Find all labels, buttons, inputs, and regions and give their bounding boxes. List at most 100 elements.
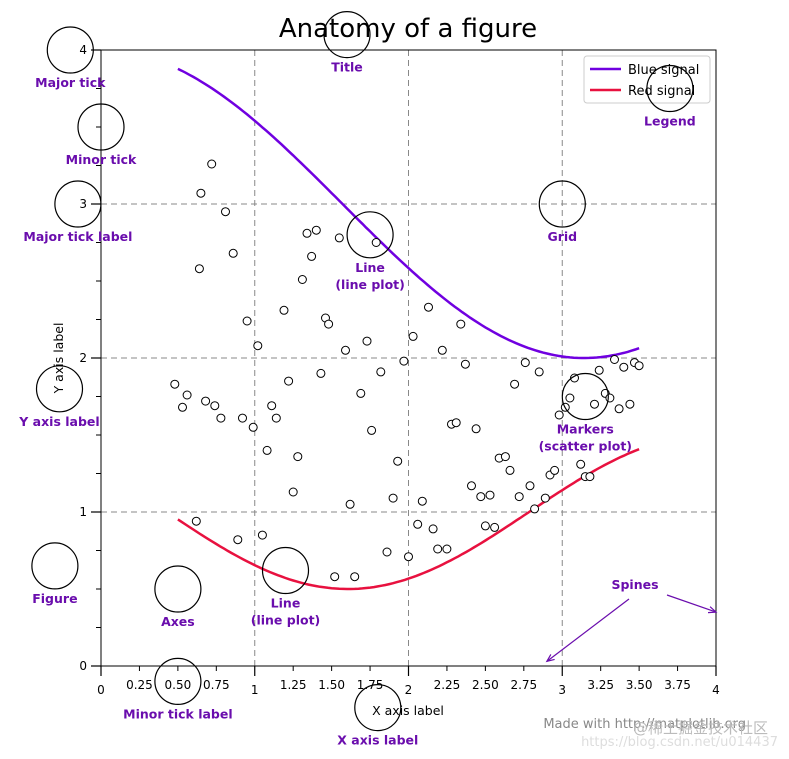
annotation-circle-line-line-plot — [346, 211, 394, 259]
annotation-label-minor-tick: Minor tick — [66, 152, 137, 167]
annotation-circle-minor-tick — [77, 103, 125, 151]
scatter-point — [228, 248, 238, 258]
annotation-circle-y-axis-label — [35, 365, 84, 413]
y-axis-label: Y axis label — [51, 323, 66, 395]
x-minor-tick-label: 3.50 — [626, 678, 653, 692]
scatter-point — [399, 356, 409, 366]
scatter-point — [619, 362, 629, 372]
x-major-tick-label: 1 — [251, 683, 259, 697]
scatter-point — [417, 496, 427, 506]
x-minor-tick-label: 1.75 — [357, 678, 384, 692]
scatter-point — [576, 459, 586, 469]
scatter-point — [393, 456, 403, 466]
spines-arrowhead — [545, 654, 555, 663]
ticks: 0 1 2 3 4 0.25 0.50 0.75 1.25 1.50 1.75 2.25 2.50 2.7… — [79, 43, 719, 697]
scatter-point — [221, 207, 230, 217]
x-minor-tick-label: 3.75 — [664, 678, 691, 692]
annotation-label-major-tick: Major tick — [35, 75, 106, 90]
scatter-point — [267, 401, 277, 411]
scatter-point — [316, 368, 326, 378]
scatter-point — [480, 521, 490, 531]
y-major-tick-label: 3 — [79, 197, 87, 211]
scatter-point — [530, 504, 540, 514]
scatter-point — [456, 319, 466, 329]
scatter-point — [271, 413, 281, 423]
scatter-point — [210, 401, 220, 411]
x-axis-label: X axis label — [372, 703, 444, 718]
scatter-point — [428, 524, 438, 534]
scatter-point — [216, 413, 226, 423]
scatter-point — [610, 355, 619, 364]
scatter-point — [330, 572, 340, 582]
scatter-point — [170, 379, 180, 389]
scatter-point — [525, 481, 535, 491]
scatter-point — [550, 465, 560, 475]
scatter-point — [590, 399, 599, 409]
scatter-point — [594, 365, 604, 375]
scatter-point — [408, 331, 418, 341]
footer-watermark: @稀土掘金技术社区 — [633, 719, 768, 737]
scatter-point — [297, 275, 307, 284]
footer-credit: Made with http://matplotlib.org — [543, 717, 746, 732]
annotation-label-line-line-plot: (line plot) — [335, 277, 405, 292]
annotation-circle-major-tick-label — [54, 180, 102, 228]
scatter-point — [585, 472, 595, 482]
annotation-label-x-axis-label: X axis label — [337, 733, 418, 748]
scatter-point — [345, 499, 355, 509]
scatter-point — [253, 341, 263, 351]
scatter-point — [510, 379, 520, 389]
scatter-point — [324, 319, 334, 329]
scatter-point — [196, 188, 206, 198]
scatter-point — [248, 422, 258, 432]
annotation-circle-x-axis-label — [354, 683, 402, 732]
annotation-label-major-tick-label: Major tick label — [23, 229, 132, 244]
scatter-point — [514, 492, 524, 502]
scatter-point — [460, 359, 470, 369]
scatter-point — [334, 233, 344, 243]
scatter-point — [570, 373, 579, 383]
legend-label-red: Red signal — [628, 84, 695, 99]
scatter-point — [284, 376, 294, 386]
scatter-point — [554, 410, 564, 420]
annotation-label-grid: Grid — [547, 229, 577, 244]
scatter-point — [476, 492, 486, 502]
scatter-point — [194, 264, 204, 274]
spines-arrow — [546, 598, 630, 662]
scatter-point — [182, 390, 192, 400]
scatter-point — [362, 336, 372, 346]
annotation-circle-legend — [646, 64, 694, 113]
annotation-circle-major-tick — [46, 26, 94, 74]
annotation-label-y-axis-label: Y axis label — [18, 414, 99, 429]
scatter-point — [238, 413, 247, 423]
line-plots — [177, 67, 640, 591]
annotations: Major tick Minor tick Major tick label X ax… — [18, 10, 718, 748]
scatter-point — [201, 396, 211, 406]
scatter-point — [262, 445, 272, 455]
scatter-point — [257, 530, 267, 540]
scatter-point — [565, 393, 575, 403]
scatter-point — [233, 535, 243, 545]
annotation-label-line-line-plot: Line — [271, 596, 301, 611]
y-major-tick-label: 1 — [79, 505, 87, 519]
scatter-point — [437, 345, 447, 355]
annotation-label-minor-tick-label: Minor tick label — [123, 706, 233, 721]
legend: Blue signal Red signal — [583, 55, 711, 104]
scatter-point — [311, 225, 321, 235]
scatter-point — [467, 481, 476, 491]
x-minor-tick-label: 0.25 — [126, 678, 153, 692]
scatter-point — [500, 452, 510, 462]
annotation-label-markers-scatter-plot: Markers — [557, 422, 614, 437]
scatter-point — [404, 552, 413, 562]
scatter-point — [376, 367, 386, 377]
footer-url-watermark: https://blog.csdn.net/u014437 — [581, 735, 778, 750]
annotation-label-line-line-plot: Line — [355, 260, 385, 275]
x-major-tick-label: 2 — [405, 683, 413, 697]
scatter-point — [540, 493, 550, 503]
annotation-circle-axes — [154, 565, 202, 613]
x-major-tick-label: 0 — [97, 683, 105, 697]
scatter-point — [534, 367, 544, 377]
x-minor-tick-label: 1.25 — [280, 678, 307, 692]
annotation-label-axes: Axes — [161, 614, 195, 629]
annotation-circle-minor-tick-label — [154, 657, 202, 706]
